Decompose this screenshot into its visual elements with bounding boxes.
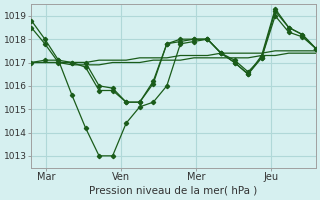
X-axis label: Pression niveau de la mer( hPa ): Pression niveau de la mer( hPa )	[90, 186, 258, 196]
